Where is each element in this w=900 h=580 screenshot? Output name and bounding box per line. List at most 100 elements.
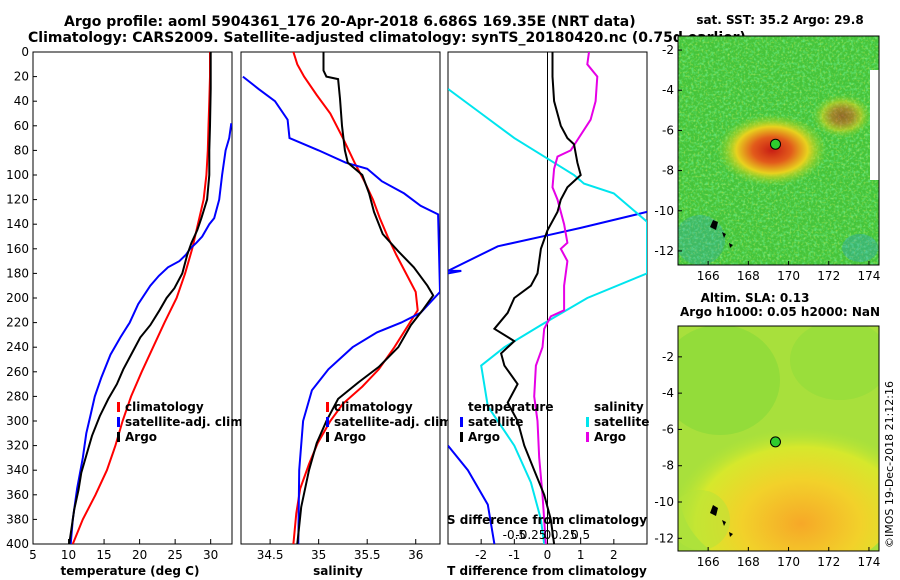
salinity-series [242, 52, 440, 544]
legend-swatch-argo [326, 432, 329, 442]
footer-credit: ©IMOS 19-Dec-2018 21:12:16 [883, 381, 896, 548]
sst-argo-position-marker [769, 138, 781, 150]
legend-label-t-argo: Argo [468, 430, 500, 444]
y-tick-label: 360 [6, 488, 29, 502]
sst-island [722, 232, 726, 238]
legend-swatch-s-argo [586, 432, 589, 442]
series-line-t-argo [492, 52, 582, 544]
top-tick-label: 0 [544, 528, 552, 542]
x-tick-label: 20 [132, 548, 147, 562]
map-y-tick-label: -2 [662, 43, 674, 57]
map-y-tick-label: -4 [662, 83, 674, 97]
difference-legend: temperature satellite Argo salinity sate… [460, 400, 649, 444]
sla-map: Altim. SLA: 0.13 Argo h1000: 0.05 h2000:… [654, 291, 880, 569]
series-line-satellite-adj-clim- [242, 75, 440, 544]
legend-title-temperature: temperature [468, 400, 553, 414]
series-line-argo [296, 52, 435, 544]
legend-label-satellite: satellite-adj. clim. [334, 415, 456, 429]
y-tick-label: 300 [6, 414, 29, 428]
x-tick-label: 35.5 [354, 548, 381, 562]
y-tick-label: 260 [6, 365, 29, 379]
legend-swatch-satellite [117, 417, 120, 427]
y-tick-label: 200 [6, 291, 29, 305]
map-x-tick-label: 170 [777, 269, 800, 283]
y-tick-label: 120 [6, 193, 29, 207]
series-line-s-argo [533, 52, 599, 544]
sst-warm-anomaly-2 [812, 94, 872, 138]
x-tick-label: -2 [475, 548, 487, 562]
map-y-tick-label: -10 [654, 204, 674, 218]
sst-map-frame [677, 35, 880, 266]
series-line-s-satellite [448, 88, 647, 544]
x-tick-label: 34.5 [257, 548, 284, 562]
sla-green-lobe-3 [678, 490, 730, 550]
legend-swatch-satellite [326, 417, 329, 427]
sla-island [722, 520, 726, 526]
legend-label-argo: Argo [125, 430, 157, 444]
legend-label-argo: Argo [334, 430, 366, 444]
y-tick-label: 60 [14, 119, 29, 133]
temperature-panel: 0 20 40 60 80 100 120 140 160 180 200 220 240 260 280 3… [6, 45, 452, 578]
title-line-2: Climatology: CARS2009. Satellite-adjuste… [28, 30, 746, 46]
sst-island [710, 220, 718, 230]
legend-swatch-t-argo [460, 432, 463, 442]
legend-swatch-t-satellite [460, 417, 463, 427]
y-tick-label: 400 [6, 537, 29, 551]
legend-title-salinity: salinity [594, 400, 644, 414]
y-tick-label: 340 [6, 463, 29, 477]
sla-map-frame [677, 325, 880, 552]
legend-label-climatology: climatology [125, 400, 204, 414]
sst-map-ticks: 166 168 170 172 174 -2 -4 -6 -8 -10 -12 [654, 43, 880, 283]
map-x-tick-label: 168 [737, 269, 760, 283]
series-line-t-satellite [448, 210, 647, 275]
map-y-tick-label: -2 [662, 350, 674, 364]
legend-swatch-climatology [326, 402, 329, 412]
salinity-x-ticks: 34.5 35 35.5 36 [257, 539, 423, 562]
map-x-tick-label: 174 [857, 555, 880, 569]
y-tick-label: 40 [14, 94, 29, 108]
map-x-tick-label: 166 [697, 555, 720, 569]
y-tick-label: 20 [14, 70, 29, 84]
salinity-legend: climatology satellite-adj. clim. Argo [326, 400, 456, 444]
legend-label-climatology: climatology [334, 400, 413, 414]
series-line-climatology [71, 52, 211, 544]
x-tick-label: 15 [96, 548, 111, 562]
map-y-tick-label: -4 [662, 386, 674, 400]
difference-x-label: T difference from climatology [447, 564, 647, 578]
temperature-series [68, 52, 232, 544]
y-tick-label: 280 [6, 389, 29, 403]
map-y-tick-label: -10 [654, 495, 674, 509]
sla-argo-position-marker [769, 436, 781, 448]
x-tick-label: 5 [29, 548, 37, 562]
series-line-argo [68, 52, 212, 544]
sst-map: sat. SST: 35.2 Argo: 29.8 166 168 170 172 17… [654, 13, 880, 283]
map-y-tick-label: -8 [662, 459, 674, 473]
difference-series [448, 52, 647, 544]
map-y-tick-label: -6 [662, 422, 674, 436]
series-line-satellite-adj-clim- [69, 123, 232, 544]
sla-green-lobe-2 [790, 326, 879, 400]
y-tick-label: 380 [6, 512, 29, 526]
difference-top-ticks: -0.5-0.250 0.250.5 [503, 528, 591, 542]
salinity-x-label: salinity [313, 564, 363, 578]
x-tick-label: -1 [508, 548, 520, 562]
map-y-tick-label: -12 [654, 244, 674, 258]
x-tick-label: 10 [61, 548, 76, 562]
legend-label-satellite: satellite-adj. clim. [125, 415, 247, 429]
temperature-x-label: temperature (deg C) [61, 564, 200, 578]
y-tick-label: 140 [6, 217, 29, 231]
title-line-1: Argo profile: aoml 5904361_176 20-Apr-20… [64, 14, 636, 30]
y-tick-label: 180 [6, 266, 29, 280]
legend-swatch-climatology [117, 402, 120, 412]
map-y-tick-label: -6 [662, 123, 674, 137]
salinity-panel: 34.5 35 35.5 36 climatology satellite-adj. … [240, 51, 456, 578]
sla-map-ticks: 166 168 170 172 174 -2 -4 -6 -8 -10 -12 [654, 350, 880, 569]
y-tick-label: 240 [6, 340, 29, 354]
temperature-axes-frame [32, 51, 233, 545]
sla-green-lobe [678, 326, 780, 435]
y-tick-label: 160 [6, 242, 29, 256]
x-tick-label: 25 [168, 548, 183, 562]
y-tick-label: 320 [6, 439, 29, 453]
sst-island [729, 243, 733, 248]
